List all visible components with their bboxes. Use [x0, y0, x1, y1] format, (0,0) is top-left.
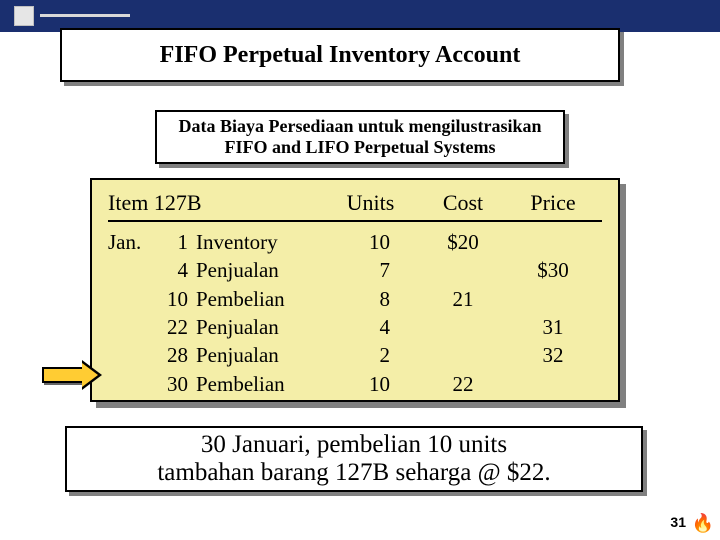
table-rows-container: Jan.1Inventory10$204Penjualan7$3010Pembe…	[108, 228, 602, 398]
title-box: FIFO Perpetual Inventory Account	[60, 28, 620, 82]
table-row: 10Pembelian821	[108, 285, 602, 313]
cell-cost	[418, 256, 508, 284]
cell-cost: $20	[418, 228, 508, 256]
cell-units: 4	[323, 313, 418, 341]
cell-desc: Pembelian	[196, 370, 323, 398]
cell-month	[108, 256, 158, 284]
subtitle-line1: Data Biaya Persediaan untuk mengilustras…	[178, 116, 541, 137]
cell-month	[108, 285, 158, 313]
arrow-head-fill	[82, 363, 98, 387]
table-row: 22Penjualan4 31	[108, 313, 602, 341]
cell-units: 2	[323, 341, 418, 369]
cell-desc: Pembelian	[196, 285, 323, 313]
cell-price: 31	[508, 313, 598, 341]
footer-line1: 30 Januari, pembelian 10 units	[201, 431, 507, 459]
cell-price: $30	[508, 256, 598, 284]
cell-month	[108, 313, 158, 341]
cell-price	[508, 228, 598, 256]
subtitle-line2: FIFO and LIFO Perpetual Systems	[224, 137, 495, 158]
cell-cost	[418, 341, 508, 369]
table-row: 30Pembelian1022	[108, 370, 602, 398]
cell-desc: Inventory	[196, 228, 323, 256]
cell-cost	[418, 313, 508, 341]
table-row: 4Penjualan7 $30	[108, 256, 602, 284]
table-header-row: Item 127B Units Cost Price	[108, 190, 602, 222]
page-number: 31	[670, 514, 686, 530]
pointer-arrow	[42, 360, 102, 390]
cell-day: 4	[158, 256, 196, 284]
cell-desc: Penjualan	[196, 341, 323, 369]
cell-month: Jan.	[108, 228, 158, 256]
table-row: 28Penjualan2 32	[108, 341, 602, 369]
table-body: Item 127B Units Cost Price Jan.1Inventor…	[90, 178, 620, 402]
cell-units: 10	[323, 228, 418, 256]
cell-cost: 22	[418, 370, 508, 398]
col-header-price: Price	[508, 190, 598, 216]
cell-desc: Penjualan	[196, 256, 323, 284]
cell-month	[108, 370, 158, 398]
footer-line2: tambahan barang 127B seharga @ $22.	[157, 459, 550, 487]
cell-price: 32	[508, 341, 598, 369]
cell-day: 1	[158, 228, 196, 256]
cell-day: 30	[158, 370, 196, 398]
data-table: Item 127B Units Cost Price Jan.1Inventor…	[90, 178, 620, 402]
cell-day: 28	[158, 341, 196, 369]
cell-desc: Penjualan	[196, 313, 323, 341]
cell-price	[508, 285, 598, 313]
cell-month	[108, 341, 158, 369]
table-row: Jan.1Inventory10$20	[108, 228, 602, 256]
header-underline	[40, 14, 130, 17]
cell-price	[508, 370, 598, 398]
cell-units: 8	[323, 285, 418, 313]
arrow-body	[42, 367, 84, 383]
slide-title: FIFO Perpetual Inventory Account	[160, 42, 521, 69]
col-header-units: Units	[323, 190, 418, 216]
cell-cost: 21	[418, 285, 508, 313]
header-bullet-square	[14, 6, 34, 26]
corner-decoration-icon: 🔥	[692, 513, 714, 534]
cell-units: 10	[323, 370, 418, 398]
subtitle-box: Data Biaya Persediaan untuk mengilustras…	[155, 110, 565, 164]
cell-units: 7	[323, 256, 418, 284]
cell-day: 22	[158, 313, 196, 341]
col-header-item: Item 127B	[108, 190, 323, 216]
cell-day: 10	[158, 285, 196, 313]
col-header-cost: Cost	[418, 190, 508, 216]
footer-callout: 30 Januari, pembelian 10 units tambahan …	[65, 426, 643, 492]
